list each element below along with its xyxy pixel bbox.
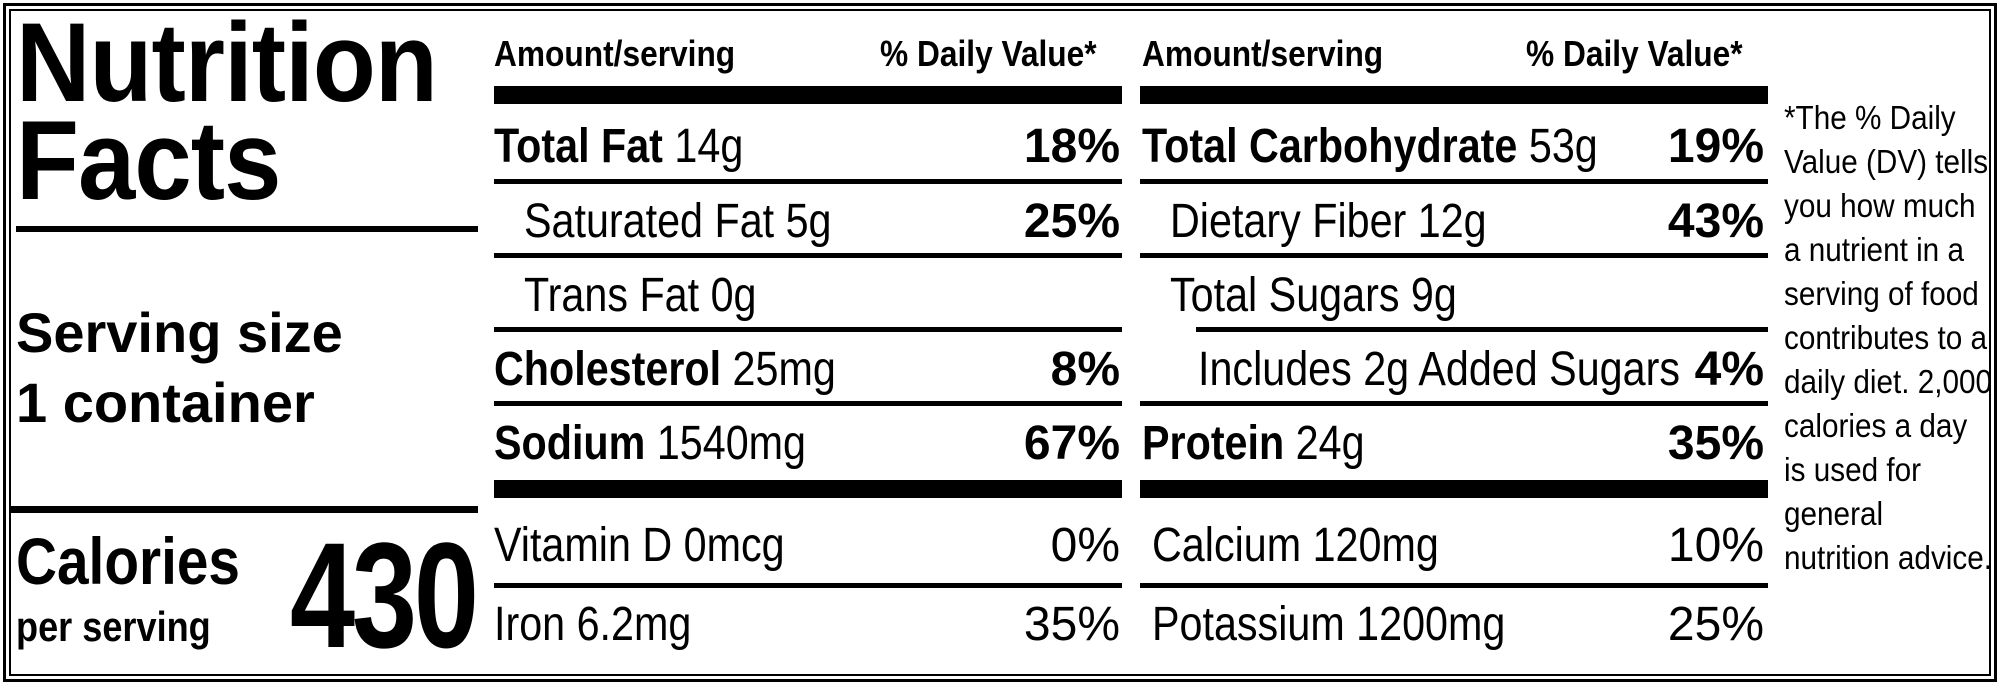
dv-protein: 35%: [1667, 417, 1764, 470]
dv-total-fat: 18%: [1023, 120, 1120, 173]
dv-added-sugars: 4%: [1694, 343, 1764, 396]
rule: [1140, 253, 1768, 258]
row-saturated-fat: Saturated Fat 5g: [524, 195, 832, 248]
dv-potassium: 25%: [1667, 598, 1764, 651]
row-vitamin-d: Vitamin D 0mcg: [494, 519, 785, 572]
row-protein: Protein 24g: [1142, 416, 1401, 472]
row-sodium: Sodium 1540mg: [494, 416, 857, 472]
row-total-fat: Total Fat 14g: [494, 119, 784, 175]
nutrient-amount: 25mg: [732, 343, 836, 396]
nutrient-amount: 1540mg: [656, 417, 807, 470]
title-line1: Nutrition: [16, 0, 438, 125]
row-cholesterol: Cholesterol 25mg: [494, 342, 891, 398]
header-amount-left: Amount/serving: [494, 33, 736, 74]
header-amount-right: Amount/serving: [1142, 33, 1384, 74]
rule: [494, 253, 1122, 258]
nutrient-name: Total Carbohydrate: [1142, 120, 1518, 173]
rule: [1140, 179, 1768, 184]
row-iron: Iron 6.2mg: [494, 598, 692, 651]
rule: [494, 401, 1122, 406]
row-total-carbohydrate: Total Carbohydrate 53g: [1142, 119, 1672, 175]
rule: [494, 179, 1122, 184]
calories-sub: per serving: [16, 603, 211, 650]
calories-label: Calories: [16, 524, 241, 598]
row-dietary-fiber: Dietary Fiber 12g: [1170, 195, 1487, 248]
outer-border: [3, 3, 1997, 682]
thick-rule-right-top: [1140, 86, 1768, 104]
thick-rule-left-top: [494, 86, 1122, 104]
serving-size-label: Serving size: [16, 301, 343, 364]
dv-calcium: 10%: [1667, 519, 1764, 572]
dv-cholesterol: 8%: [1050, 343, 1120, 396]
row-potassium: Potassium 1200mg: [1152, 598, 1506, 651]
inner-border: [9, 9, 1991, 676]
row-total-sugars: Total Sugars 9g: [1170, 269, 1457, 322]
serving-size-value: 1 container: [16, 371, 315, 434]
dv-dietary-fiber: 43%: [1667, 195, 1764, 248]
nutrient-name: Total Fat: [494, 120, 663, 173]
nutrient-name: Protein: [1142, 417, 1285, 470]
rule: [1140, 401, 1768, 406]
dv-saturated-fat: 25%: [1023, 195, 1120, 248]
title-rule: [16, 226, 478, 232]
dv-iron: 35%: [1023, 598, 1120, 651]
row-trans-fat: Trans Fat 0g: [524, 269, 757, 322]
thick-rule-left-bottom: [494, 480, 1122, 498]
rule: [494, 583, 1122, 588]
dv-total-carbohydrate: 19%: [1667, 120, 1764, 173]
rule: [1196, 327, 1768, 332]
rule: [1140, 583, 1768, 588]
dv-sodium: 67%: [1023, 417, 1120, 470]
row-added-sugars: Includes 2g Added Sugars: [1198, 343, 1680, 396]
nutrient-amount: 24g: [1295, 417, 1365, 470]
nutrient-amount: 14g: [674, 120, 744, 173]
footnote: *The % Daily Value (DV) tells you how mu…: [1784, 99, 1993, 576]
header-dv-left: % Daily Value*: [880, 33, 1097, 74]
thick-rule-right-bottom: [1140, 480, 1768, 498]
row-calcium: Calcium 120mg: [1152, 519, 1439, 572]
calories-value: 430: [290, 511, 479, 679]
nutrient-name: Sodium: [494, 417, 646, 470]
nutrient-name: Cholesterol: [494, 343, 722, 396]
nutrient-amount: 53g: [1528, 120, 1598, 173]
header-dv-right: % Daily Value*: [1526, 33, 1743, 74]
dv-vitamin-d: 0%: [1050, 519, 1120, 572]
title-line2: Facts: [16, 98, 281, 223]
serving-size: Serving size 1 container: [16, 298, 343, 438]
calories-rule: [10, 506, 478, 513]
title: Nutrition Facts: [16, 7, 474, 217]
rule: [494, 327, 1122, 332]
